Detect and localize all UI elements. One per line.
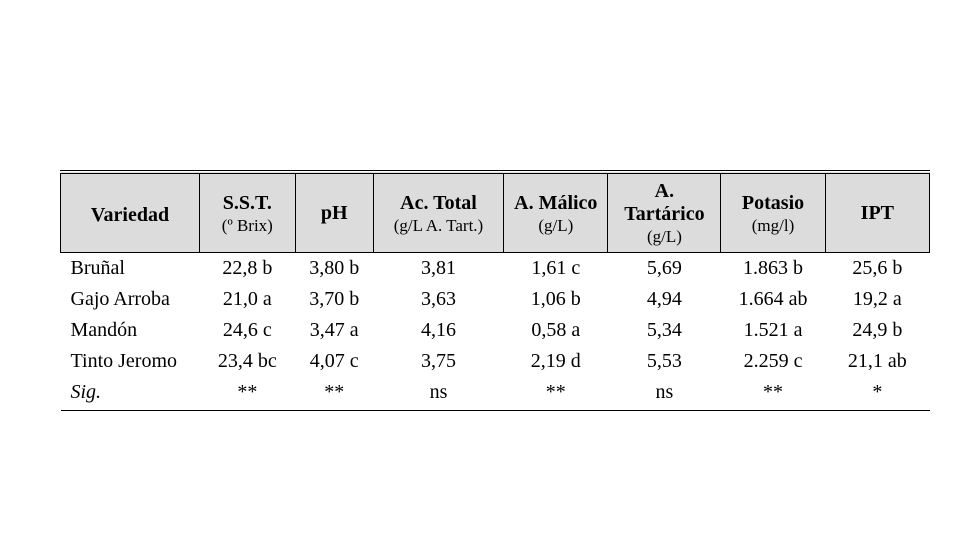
- cell: 3,70 b: [295, 284, 373, 315]
- cell: 4,16: [373, 315, 503, 346]
- cell: 1.521 a: [721, 315, 825, 346]
- header-sst: S.S.T. (º Brix): [200, 172, 296, 252]
- cell: 0,58 a: [504, 315, 608, 346]
- sig-cell: **: [200, 377, 296, 411]
- header-a-malico-main: A. Málico: [514, 192, 597, 214]
- cell: 5,69: [608, 252, 721, 284]
- cell: 3,75: [373, 346, 503, 377]
- table-row: Tinto Jeromo 23,4 bc 4,07 c 3,75 2,19 d …: [61, 346, 930, 377]
- sig-cell: *: [825, 377, 929, 411]
- cell: 2.259 c: [721, 346, 825, 377]
- cell: 21,1 ab: [825, 346, 929, 377]
- cell: 22,8 b: [200, 252, 296, 284]
- sig-cell: ns: [608, 377, 721, 411]
- header-sst-main: S.S.T.: [223, 192, 272, 214]
- header-row: Variedad S.S.T. (º Brix) pH Ac. Total (g…: [61, 172, 930, 252]
- header-ph: pH: [295, 172, 373, 252]
- cell: 23,4 bc: [200, 346, 296, 377]
- header-ipt: IPT: [825, 172, 929, 252]
- cell: 21,0 a: [200, 284, 296, 315]
- cell: 24,9 b: [825, 315, 929, 346]
- sig-cell: **: [295, 377, 373, 411]
- row-label: Mandón: [61, 315, 200, 346]
- header-potasio: Potasio (mg/l): [721, 172, 825, 252]
- data-table-container: Variedad S.S.T. (º Brix) pH Ac. Total (g…: [60, 170, 930, 411]
- cell: 1,06 b: [504, 284, 608, 315]
- cell: 1.664 ab: [721, 284, 825, 315]
- header-sst-sub: (º Brix): [222, 216, 273, 235]
- data-table: Variedad S.S.T. (º Brix) pH Ac. Total (g…: [60, 170, 930, 411]
- cell: 3,81: [373, 252, 503, 284]
- sig-cell: ns: [373, 377, 503, 411]
- cell: 4,94: [608, 284, 721, 315]
- cell: 5,34: [608, 315, 721, 346]
- cell: 2,19 d: [504, 346, 608, 377]
- header-a-tart-sub: (g/L): [647, 227, 682, 246]
- header-a-malico-sub: (g/L): [538, 216, 573, 235]
- header-a-malico: A. Málico (g/L): [504, 172, 608, 252]
- cell: 3,47 a: [295, 315, 373, 346]
- header-variedad-label: Variedad: [91, 204, 169, 226]
- header-a-tart-main: A. Tartárico: [624, 180, 704, 225]
- header-ac-total-main: Ac. Total: [400, 192, 477, 214]
- sig-cell: **: [504, 377, 608, 411]
- sig-label: Sig.: [61, 377, 200, 411]
- header-potasio-main: Potasio: [742, 192, 804, 214]
- significance-row: Sig. ** ** ns ** ns ** *: [61, 377, 930, 411]
- table-row: Gajo Arroba 21,0 a 3,70 b 3,63 1,06 b 4,…: [61, 284, 930, 315]
- header-ipt-main: IPT: [861, 202, 894, 224]
- cell: 1,61 c: [504, 252, 608, 284]
- row-label: Gajo Arroba: [61, 284, 200, 315]
- header-ph-main: pH: [321, 202, 348, 224]
- header-ac-total-sub: (g/L A. Tart.): [394, 216, 483, 235]
- sig-cell: **: [721, 377, 825, 411]
- cell: 3,63: [373, 284, 503, 315]
- cell: 5,53: [608, 346, 721, 377]
- header-variedad: Variedad: [61, 172, 200, 252]
- row-label: Bruñal: [61, 252, 200, 284]
- cell: 25,6 b: [825, 252, 929, 284]
- page: Variedad S.S.T. (º Brix) pH Ac. Total (g…: [0, 0, 980, 560]
- table-row: Bruñal 22,8 b 3,80 b 3,81 1,61 c 5,69 1.…: [61, 252, 930, 284]
- header-ac-total: Ac. Total (g/L A. Tart.): [373, 172, 503, 252]
- header-a-tart: A. Tartárico (g/L): [608, 172, 721, 252]
- cell: 24,6 c: [200, 315, 296, 346]
- cell: 19,2 a: [825, 284, 929, 315]
- cell: 1.863 b: [721, 252, 825, 284]
- cell: 3,80 b: [295, 252, 373, 284]
- header-potasio-sub: (mg/l): [752, 216, 795, 235]
- row-label: Tinto Jeromo: [61, 346, 200, 377]
- cell: 4,07 c: [295, 346, 373, 377]
- table-row: Mandón 24,6 c 3,47 a 4,16 0,58 a 5,34 1.…: [61, 315, 930, 346]
